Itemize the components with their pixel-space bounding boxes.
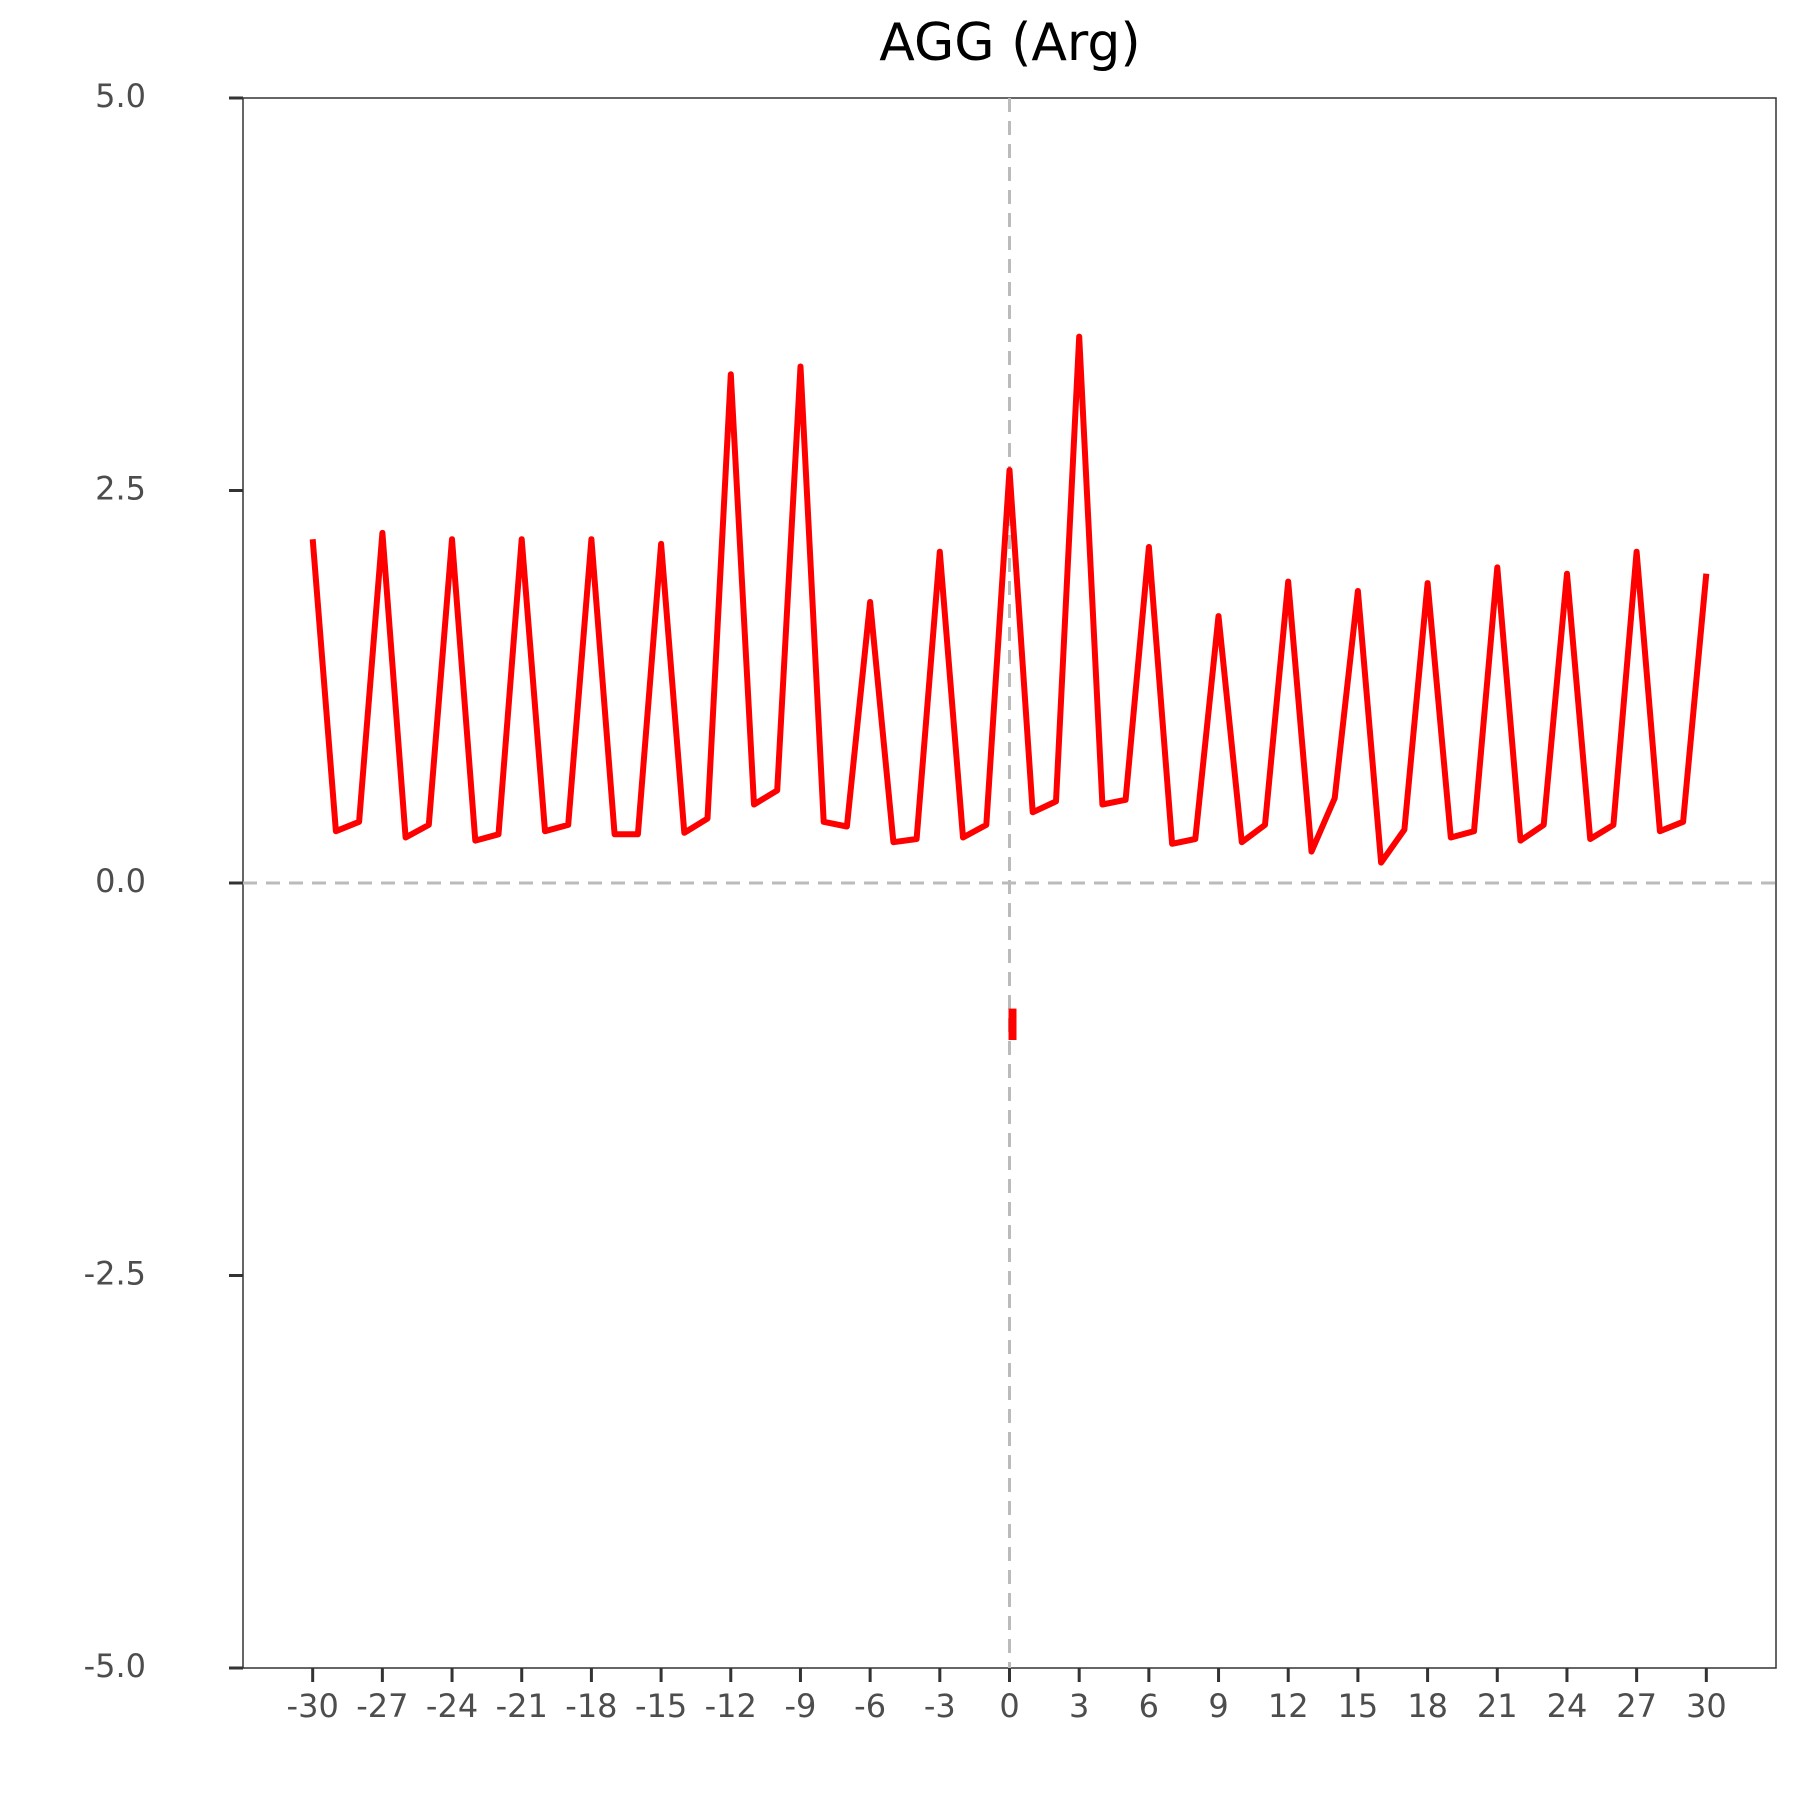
x-tick-label: -12 [705, 1687, 757, 1725]
x-tick-label: -27 [356, 1687, 408, 1725]
x-tick-label: -30 [287, 1687, 339, 1725]
y-tick-label: 0.0 [95, 862, 146, 900]
x-tick-label: -15 [635, 1687, 687, 1725]
x-tick-label: -3 [924, 1687, 956, 1725]
x-tick-label: 21 [1477, 1687, 1518, 1725]
x-tick-label: 15 [1338, 1687, 1379, 1725]
y-tick-label: 2.5 [95, 470, 146, 508]
x-tick-label: 27 [1616, 1687, 1657, 1725]
y-tick-label: 5.0 [95, 77, 146, 115]
x-tick-label: -21 [496, 1687, 548, 1725]
x-tick-label: 6 [1139, 1687, 1159, 1725]
x-tick-label: -18 [565, 1687, 617, 1725]
x-tick-label: 18 [1407, 1687, 1448, 1725]
x-tick-label: 30 [1686, 1687, 1727, 1725]
data-line [309, 333, 1710, 866]
y-tick-label: -5.0 [84, 1647, 146, 1685]
chart-title: AGG (Arg) [879, 13, 1140, 73]
y-tick-label: -2.5 [84, 1255, 146, 1293]
x-tick-label: 0 [999, 1687, 1019, 1725]
x-tick-label: 3 [1069, 1687, 1089, 1725]
x-tick-label: -6 [854, 1687, 886, 1725]
x-tick-label: 12 [1268, 1687, 1309, 1725]
x-tick-label: -9 [785, 1687, 817, 1725]
x-tick-label: -24 [426, 1687, 478, 1725]
x-tick-label: 9 [1208, 1687, 1228, 1725]
x-tick-label: 24 [1547, 1687, 1588, 1725]
